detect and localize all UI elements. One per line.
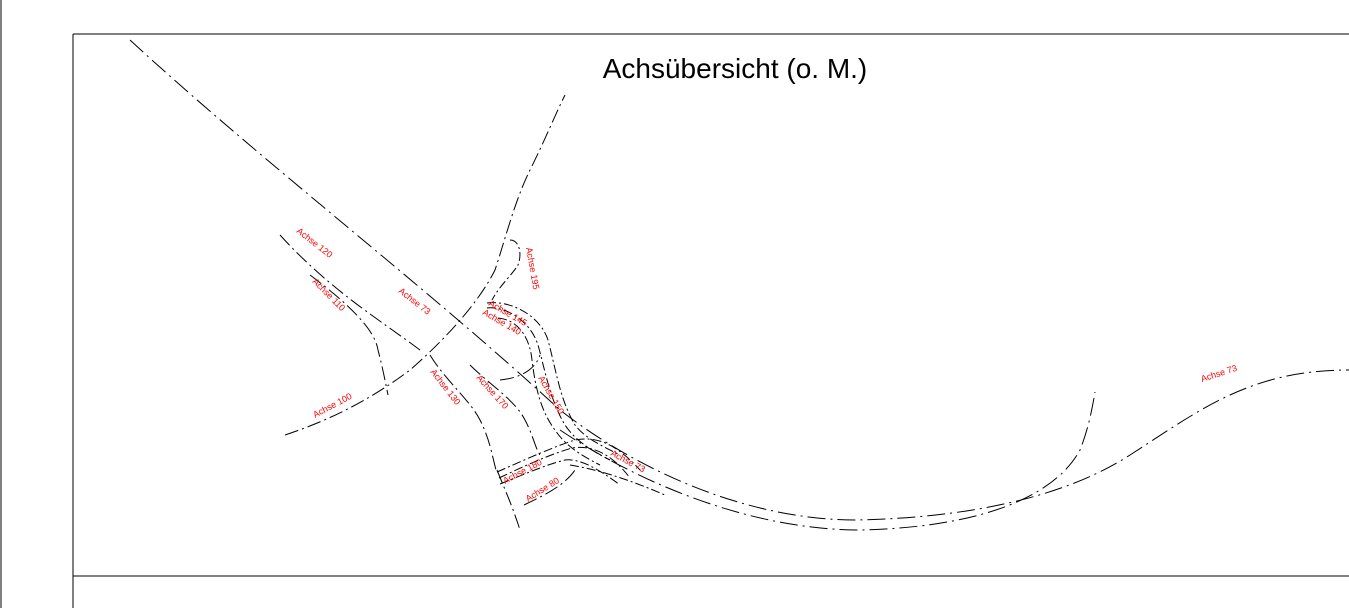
axis-180-line <box>496 438 641 473</box>
label-achse-73-east: Achse 73 <box>1200 363 1239 384</box>
label-achse-130: Achse 130 <box>428 367 462 407</box>
axis-lower-east-line <box>569 464 666 496</box>
label-achse-170: Achse 170 <box>475 373 511 411</box>
axis-110-line <box>309 274 389 396</box>
label-achse-150: Achse 150 <box>536 374 566 416</box>
axis-73-main-line <box>129 39 1349 521</box>
axis-73-parallel-line <box>559 391 1096 531</box>
axis-80-line <box>496 469 521 531</box>
axis-170-branch-line <box>499 354 541 381</box>
axis-145-line <box>486 302 621 456</box>
axis-180-parallel-line <box>498 446 631 479</box>
axis-195-line <box>491 239 521 301</box>
label-achse-100: Achse 100 <box>311 391 353 420</box>
axis-80-branch-line <box>523 469 576 506</box>
axis-180-lower-line <box>499 459 621 486</box>
label-achse-180: Achse 180 <box>501 457 543 486</box>
axis-120-line <box>279 234 421 351</box>
drawing-title: Achsübersicht (o. M.) <box>603 53 868 84</box>
axis-140-line <box>486 307 611 461</box>
label-achse-80: Achse 80 <box>524 475 561 503</box>
axis-170-line <box>469 364 541 456</box>
axis-100-line <box>284 94 566 436</box>
axis-150-line <box>497 317 601 466</box>
label-achse-120: Achse 120 <box>295 226 335 260</box>
axis-130-line <box>429 354 497 471</box>
label-achse-195: Achse 195 <box>524 247 541 291</box>
label-achse-73-upper: Achse 73 <box>397 286 433 317</box>
